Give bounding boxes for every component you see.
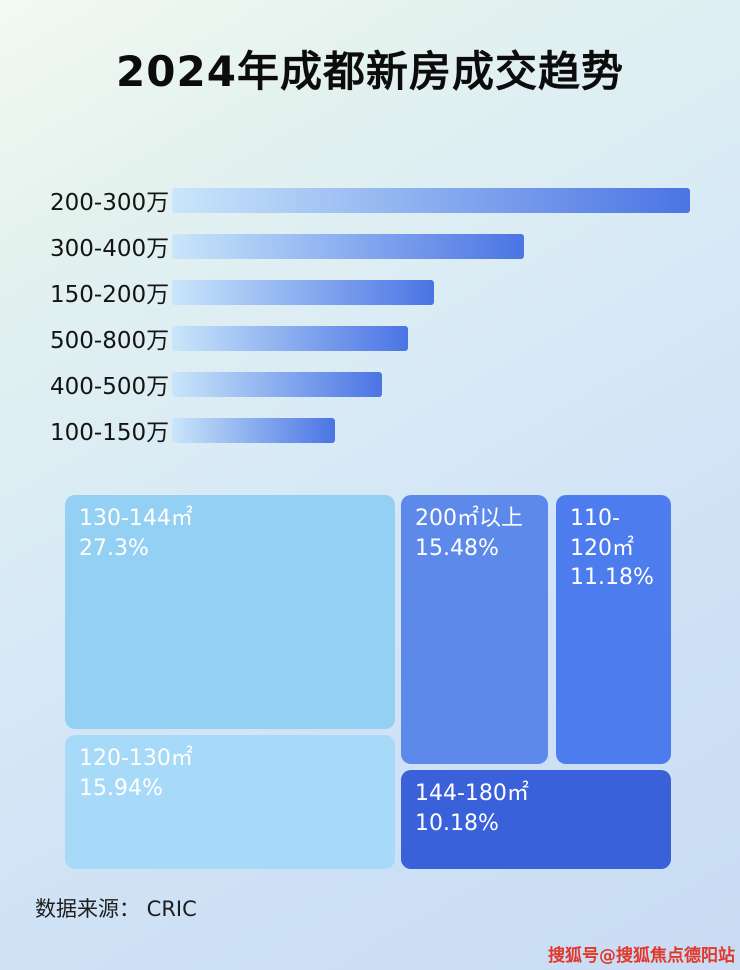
treemap-block-value: 15.48% [415, 535, 499, 561]
bar-track [172, 325, 690, 351]
bar-category-label: 200-300万 [50, 190, 170, 216]
bar-row: 400-500万 [50, 361, 690, 407]
bar [172, 371, 382, 397]
treemap-block: 120-130㎡ 15.94% [65, 735, 395, 869]
treemap-block: 110-120㎡ 11.18% [556, 495, 671, 764]
area-range-treemap: 130-144㎡ 27.3% 200㎡以上 15.48% 110-120㎡ 11.18% 1… [65, 495, 671, 869]
bar-row: 150-200万 [50, 269, 690, 315]
treemap-block-label: 144-180㎡ [415, 781, 529, 806]
watermark-text: 搜狐号@搜狐焦点德阳站 [548, 946, 735, 966]
bar-track [172, 371, 690, 397]
bar-track [172, 187, 690, 213]
page-title: 2024年成都新房成交趋势 [116, 47, 624, 96]
bar-row: 200-300万 [50, 177, 690, 223]
treemap-block-label: 200㎡以上 [415, 506, 523, 531]
bar-category-label: 300-400万 [50, 236, 170, 262]
bar-track [172, 279, 690, 305]
bar [172, 325, 408, 351]
data-source-label: 数据来源： CRIC [35, 897, 197, 921]
bar-track [172, 417, 690, 443]
treemap-block-value: 27.3% [79, 535, 149, 561]
bar [172, 417, 336, 443]
treemap-block: 130-144㎡ 27.3% [65, 495, 395, 729]
treemap-block-value: 15.94% [79, 775, 163, 801]
treemap-block-value: 11.18% [570, 565, 654, 591]
treemap-block-label: 120-130㎡ [79, 746, 193, 771]
bar-row: 100-150万 [50, 407, 690, 453]
bar [172, 187, 690, 213]
bar-row: 500-800万 [50, 315, 690, 361]
bar-category-label: 400-500万 [50, 374, 170, 400]
treemap-block: 200㎡以上 15.48% [401, 495, 548, 764]
price-range-bar-chart: 200-300万 300-400万 150-200万 500-800万 400-500万… [50, 177, 690, 453]
bar [172, 279, 434, 305]
bar [172, 233, 525, 259]
treemap-block-label: 130-144㎡ [79, 506, 193, 531]
treemap-block-value: 10.18% [415, 810, 499, 836]
bar-category-label: 500-800万 [50, 328, 170, 354]
bar-category-label: 150-200万 [50, 282, 170, 308]
bar-track [172, 233, 690, 259]
bar-row: 300-400万 [50, 223, 690, 269]
bar-category-label: 100-150万 [50, 420, 170, 446]
treemap-block: 144-180㎡ 10.18% [401, 770, 671, 869]
treemap-block-label: 110-120㎡ [570, 506, 634, 561]
